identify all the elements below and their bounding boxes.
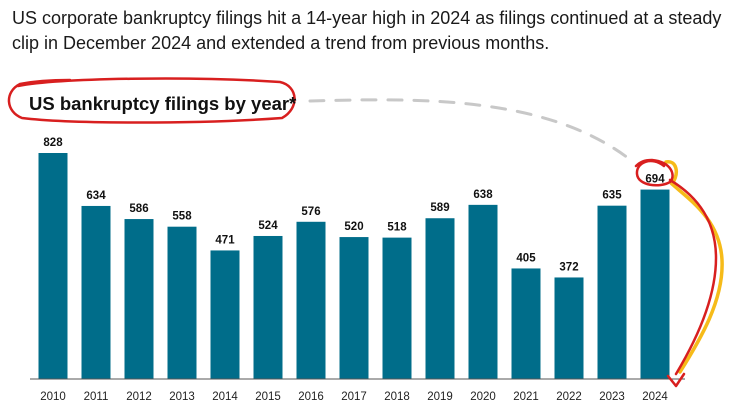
value-label-2015: 524 — [258, 220, 278, 232]
bar-2023 — [597, 205, 627, 379]
bar-2016 — [296, 221, 326, 379]
title-annotation-circle — [7, 77, 296, 124]
highlight-stroke — [664, 160, 724, 374]
bar-2018 — [382, 237, 412, 379]
x-tick-label-2015: 2015 — [255, 391, 281, 403]
value-label-2011: 634 — [86, 190, 106, 202]
value-label-2021: 405 — [516, 252, 536, 264]
x-tick-label-2018: 2018 — [384, 391, 410, 403]
bar-2022 — [554, 277, 584, 379]
bar-2015 — [253, 235, 283, 379]
bar-2021 — [511, 268, 541, 379]
annotation-arrowhead — [666, 372, 686, 388]
bars-group — [38, 153, 670, 379]
headline: US corporate bankruptcy filings hit a 14… — [12, 8, 722, 53]
x-tick-label-2021: 2021 — [513, 391, 539, 403]
x-tick-label-2014: 2014 — [212, 391, 238, 403]
value-label-2017: 520 — [344, 221, 363, 233]
x-tick-label-2023: 2023 — [599, 391, 625, 403]
value-label-2023: 635 — [602, 190, 622, 202]
chart-title: US bankruptcy filings by year* — [29, 93, 297, 114]
bar-2011 — [81, 205, 111, 379]
x-tick-label-2020: 2020 — [470, 391, 496, 403]
bar-2010 — [38, 153, 68, 379]
x-tick-labels-group: 2010 2011 2012 2013 2014 2015 2016 2017 2018 2019… — [40, 391, 668, 403]
annotation-arrow-line — [668, 178, 718, 376]
value-label-2024: 694 — [645, 174, 665, 186]
value-labels-group: 828 634 586 558 471 524 576 520 518 589 638 405 372 6… — [43, 137, 665, 273]
bar-2017 — [339, 237, 369, 379]
value-label-2019: 589 — [430, 202, 449, 214]
value-label-2016: 576 — [301, 206, 320, 218]
dashed-connector — [308, 98, 630, 160]
value-label-2022: 372 — [559, 261, 578, 273]
bar-2019 — [425, 218, 455, 379]
bar-2012 — [124, 219, 154, 379]
bar-2024 — [640, 189, 670, 379]
value-label-2018: 518 — [387, 222, 407, 234]
x-tick-label-2013: 2013 — [169, 391, 195, 403]
x-tick-label-2012: 2012 — [126, 391, 152, 403]
x-tick-label-2011: 2011 — [84, 391, 109, 403]
x-tick-label-2022: 2022 — [556, 391, 582, 403]
value-label-2013: 558 — [172, 211, 192, 223]
x-tick-label-2019: 2019 — [427, 391, 453, 403]
value-label-2014: 471 — [215, 234, 235, 246]
bar-2014 — [210, 250, 240, 379]
x-tick-label-2010: 2010 — [40, 391, 66, 403]
value-annotation-circle — [634, 158, 674, 187]
x-tick-label-2024: 2024 — [642, 391, 668, 403]
value-label-2010: 828 — [43, 137, 63, 149]
x-tick-label-2016: 2016 — [298, 391, 324, 403]
value-label-2012: 586 — [129, 203, 148, 215]
x-tick-label-2017: 2017 — [341, 391, 367, 403]
bar-2013 — [167, 226, 197, 379]
value-label-2020: 638 — [473, 189, 493, 201]
bar-2020 — [468, 204, 498, 379]
